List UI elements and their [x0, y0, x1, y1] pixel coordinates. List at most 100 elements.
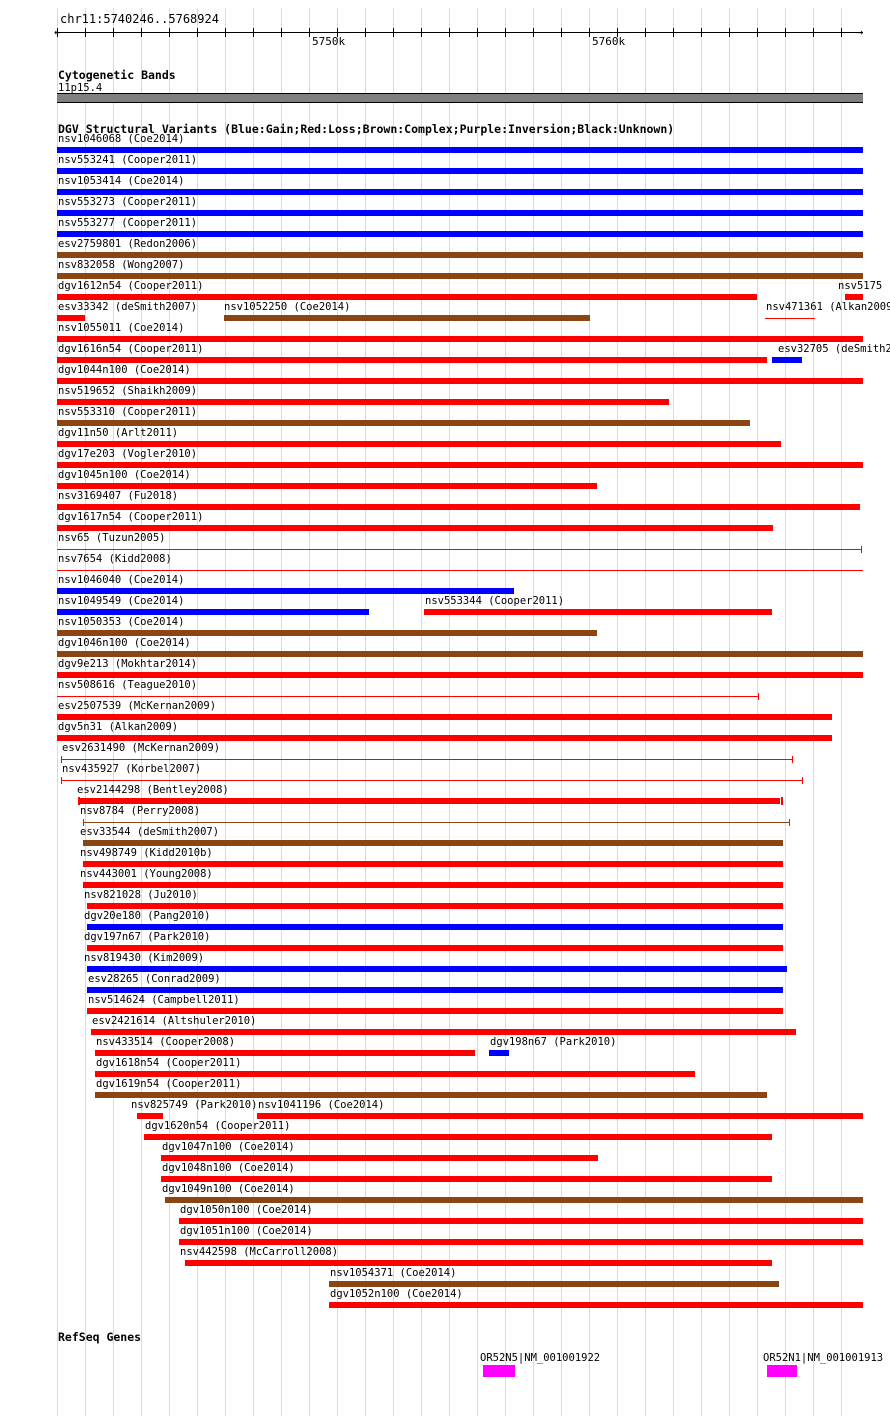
variant-label[interactable]: nsv5175 [838, 280, 883, 292]
variant-label[interactable]: nsv553273 (Cooper2011) [58, 196, 198, 208]
variant-label[interactable]: dgv1619n54 (Cooper2011) [96, 1078, 242, 1090]
variant-label[interactable]: nsv819430 (Kim2009) [84, 952, 205, 964]
variant-label[interactable]: esv2421614 (Altshuler2010) [92, 1015, 257, 1027]
variant-label[interactable]: esv33544 (deSmith2007) [80, 826, 220, 838]
variant-label[interactable]: nsv1050353 (Coe2014) [58, 616, 185, 628]
variant-bar[interactable] [57, 588, 514, 594]
variant-bar[interactable] [95, 1050, 475, 1056]
variant-label[interactable]: esv28265 (Conrad2009) [88, 973, 221, 985]
variant-bar[interactable] [57, 147, 863, 153]
variant-label[interactable]: nsv1041196 (Coe2014) [258, 1099, 385, 1111]
variant-bar[interactable] [161, 1155, 598, 1161]
variant-bar[interactable] [87, 945, 783, 951]
variant-label[interactable]: dgv1617n54 (Cooper2011) [58, 511, 204, 523]
variant-label[interactable]: nsv1046068 (Coe2014) [58, 133, 185, 145]
variant-label[interactable]: nsv442598 (McCarroll2008) [180, 1246, 339, 1258]
variant-label[interactable]: nsv553241 (Cooper2011) [58, 154, 198, 166]
variant-label[interactable]: dgv1050n100 (Coe2014) [180, 1204, 313, 1216]
variant-label[interactable]: nsv821028 (Ju2010) [84, 889, 198, 901]
variant-label[interactable]: nsv1054371 (Coe2014) [330, 1267, 457, 1279]
variant-bar[interactable] [87, 924, 783, 930]
variant-bar[interactable] [772, 357, 802, 363]
variant-bar[interactable] [91, 1029, 796, 1035]
variant-bar[interactable] [57, 651, 863, 657]
variant-bar[interactable] [57, 609, 369, 615]
variant-label[interactable]: dgv1051n100 (Coe2014) [180, 1225, 313, 1237]
variant-bar[interactable] [57, 210, 863, 216]
variant-bar[interactable] [57, 420, 750, 426]
variant-label[interactable]: dgv11n50 (Arlt2011) [58, 427, 179, 439]
variant-bar[interactable] [845, 294, 863, 300]
variant-label[interactable]: dgv1620n54 (Cooper2011) [145, 1120, 291, 1132]
variant-bar[interactable] [95, 1071, 695, 1077]
variant-bar[interactable] [57, 273, 863, 279]
variant-label[interactable]: esv2631490 (McKernan2009) [62, 742, 221, 754]
variant-bar[interactable] [57, 315, 85, 321]
variant-label[interactable]: nsv514624 (Campbell2011) [88, 994, 240, 1006]
variant-label[interactable]: dgv5n31 (Alkan2009) [58, 721, 179, 733]
variant-label[interactable]: nsv435927 (Korbel2007) [62, 763, 202, 775]
variant-label[interactable]: nsv7654 (Kidd2008) [58, 553, 172, 565]
variant-bar[interactable] [57, 462, 863, 468]
variant-line[interactable] [57, 549, 861, 550]
variant-bar[interactable] [83, 861, 783, 867]
variant-label[interactable]: nsv553310 (Cooper2011) [58, 406, 198, 418]
variant-label[interactable]: nsv1046040 (Coe2014) [58, 574, 185, 586]
variant-label[interactable]: nsv519652 (Shaikh2009) [58, 385, 198, 397]
variant-label[interactable]: dgv20e180 (Pang2010) [84, 910, 211, 922]
variant-bar[interactable] [165, 1197, 863, 1203]
variant-line[interactable] [83, 822, 789, 823]
variant-bar[interactable] [57, 168, 863, 174]
variant-label[interactable]: dgv1049n100 (Coe2014) [162, 1183, 295, 1195]
variant-label[interactable]: esv32705 (deSmith20 [778, 343, 890, 355]
variant-bar[interactable] [57, 735, 832, 741]
variant-label[interactable]: dgv1048n100 (Coe2014) [162, 1162, 295, 1174]
variant-bar[interactable] [424, 609, 772, 615]
variant-label[interactable]: dgv1045n100 (Coe2014) [58, 469, 191, 481]
gene-label[interactable]: OR52N5|NM_001001922 [480, 1352, 601, 1364]
variant-bar[interactable] [87, 966, 787, 972]
variant-bar[interactable] [57, 714, 832, 720]
gene-label[interactable]: OR52N1|NM_001001913 [763, 1352, 884, 1364]
variant-bar[interactable] [161, 1176, 772, 1182]
variant-bar[interactable] [137, 1113, 163, 1119]
variant-line[interactable] [61, 759, 792, 760]
variant-bar[interactable] [185, 1260, 772, 1266]
variant-line[interactable] [57, 696, 758, 697]
variant-bar[interactable] [179, 1239, 863, 1245]
variant-label[interactable]: dgv9e213 (Mokhtar2014) [58, 658, 198, 670]
variant-bar[interactable] [57, 252, 863, 258]
variant-label[interactable]: nsv443001 (Young2008) [80, 868, 213, 880]
variant-bar[interactable] [87, 903, 783, 909]
variant-label[interactable]: nsv3169407 (Fu2018) [58, 490, 179, 502]
variant-line[interactable] [57, 570, 863, 571]
variant-bar[interactable] [57, 672, 863, 678]
variant-bar[interactable] [57, 525, 773, 531]
variant-label[interactable]: dgv1047n100 (Coe2014) [162, 1141, 295, 1153]
variant-label[interactable]: esv2759801 (Redon2006) [58, 238, 198, 250]
variant-bar[interactable] [57, 630, 597, 636]
variant-bar[interactable] [80, 798, 780, 804]
variant-bar[interactable] [57, 189, 863, 195]
variant-label[interactable]: dgv1618n54 (Cooper2011) [96, 1057, 242, 1069]
variant-line[interactable] [765, 318, 815, 319]
variant-label[interactable]: nsv1053414 (Coe2014) [58, 175, 185, 187]
variant-bar[interactable] [57, 441, 781, 447]
variant-bar[interactable] [489, 1050, 509, 1056]
variant-bar[interactable] [87, 1008, 783, 1014]
variant-label[interactable]: dgv17e203 (Vogler2010) [58, 448, 198, 460]
gene-box[interactable] [767, 1365, 797, 1377]
variant-bar[interactable] [83, 840, 783, 846]
cytogenetic-band-bar[interactable] [57, 93, 863, 103]
variant-bar[interactable] [83, 882, 783, 888]
variant-bar[interactable] [179, 1218, 863, 1224]
variant-label[interactable]: esv33342 (deSmith2007) [58, 301, 198, 313]
variant-line[interactable] [61, 780, 802, 781]
variant-label[interactable]: nsv1052250 (Coe2014) [224, 301, 351, 313]
variant-bar[interactable] [57, 336, 863, 342]
variant-label[interactable]: dgv1616n54 (Cooper2011) [58, 343, 204, 355]
variant-label[interactable]: dgv1044n100 (Coe2014) [58, 364, 191, 376]
variant-label[interactable]: nsv508616 (Teague2010) [58, 679, 198, 691]
variant-label[interactable]: dgv1052n100 (Coe2014) [330, 1288, 463, 1300]
variant-label[interactable]: nsv553277 (Cooper2011) [58, 217, 198, 229]
